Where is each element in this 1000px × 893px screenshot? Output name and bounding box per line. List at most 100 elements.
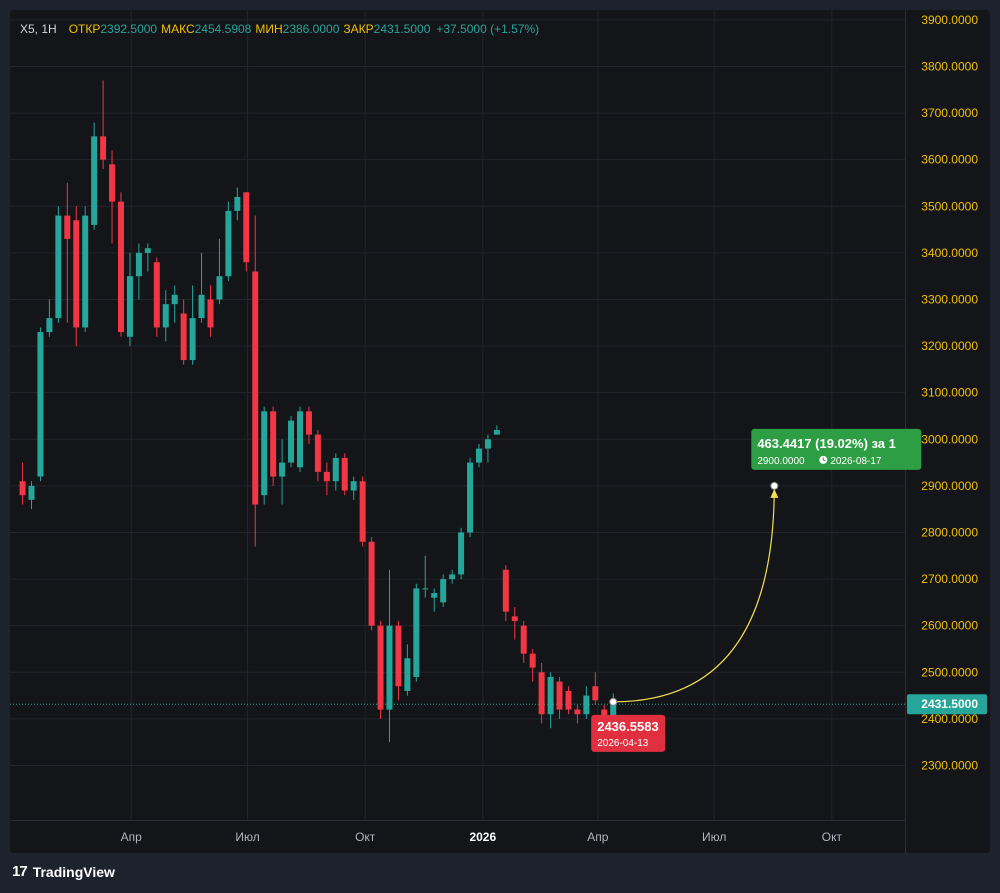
candle[interactable]	[368, 537, 375, 631]
candle[interactable]	[305, 406, 312, 444]
forecast-curve	[613, 485, 775, 703]
candle[interactable]	[296, 406, 303, 472]
candlestick-chart[interactable]: 2436.5583 2026-04-13 463.4417 (19.02%) за …	[10, 10, 990, 853]
time-axis[interactable]: Апр Июл Окт 2026 Апр Июл Окт	[121, 830, 843, 844]
candle[interactable]	[216, 238, 223, 305]
candle-body	[162, 304, 169, 328]
candle[interactable]	[189, 285, 196, 365]
candle[interactable]	[171, 285, 178, 323]
candle[interactable]	[46, 299, 53, 337]
candle[interactable]	[144, 243, 151, 272]
candle[interactable]	[332, 453, 339, 491]
candle[interactable]	[547, 672, 554, 729]
candle[interactable]	[109, 150, 116, 244]
price-tick-label: 2400.0000	[921, 712, 978, 726]
candle[interactable]	[100, 80, 107, 169]
candle[interactable]	[395, 621, 402, 701]
candle[interactable]	[234, 187, 241, 221]
candle[interactable]	[19, 462, 26, 505]
candle[interactable]	[386, 569, 393, 743]
candle[interactable]	[314, 429, 321, 482]
candle[interactable]	[467, 457, 474, 538]
price-axis[interactable]: 3900.0000 3800.0000 3700.0000 3600.0000 3500…	[921, 13, 978, 773]
candle-body	[350, 481, 357, 491]
candle[interactable]	[153, 257, 160, 337]
candle[interactable]	[502, 565, 509, 622]
candle-body	[64, 215, 71, 239]
candle[interactable]	[323, 462, 330, 496]
candle-body	[359, 481, 366, 542]
candle-body	[323, 471, 330, 482]
candle[interactable]	[377, 621, 384, 719]
candle[interactable]	[55, 206, 62, 323]
candle[interactable]	[493, 425, 500, 435]
candle[interactable]	[404, 644, 411, 696]
candle[interactable]	[556, 676, 563, 719]
candle-body	[467, 462, 474, 533]
candle[interactable]	[261, 406, 268, 505]
candle[interactable]	[359, 476, 366, 547]
candle[interactable]	[583, 686, 590, 719]
candle[interactable]	[198, 252, 205, 323]
time-tick-label: Июл	[702, 830, 726, 844]
forecast-drawing[interactable]: 2436.5583 2026-04-13 463.4417 (19.02%) за …	[591, 428, 922, 752]
forecast-arrow-icon	[770, 488, 779, 498]
candle[interactable]	[279, 439, 286, 505]
tradingview-logo[interactable]: 17 TradingView	[12, 863, 115, 880]
candle[interactable]	[243, 192, 250, 272]
candle[interactable]	[484, 434, 491, 463]
candle[interactable]	[413, 583, 420, 682]
candle[interactable]	[28, 481, 35, 510]
candle[interactable]	[350, 476, 357, 500]
candle[interactable]	[118, 192, 125, 337]
candle[interactable]	[458, 527, 465, 580]
candle[interactable]	[592, 672, 599, 705]
open-label: ОТКР	[68, 22, 101, 36]
ohlc-legend: X5, 1H ОТКР2392.5000 МАКС2454.5908 МИН2386.…	[20, 22, 539, 36]
price-tick-label: 3700.0000	[921, 106, 978, 120]
candle[interactable]	[180, 299, 187, 365]
candle[interactable]	[422, 555, 429, 598]
candle[interactable]	[135, 243, 142, 300]
candle[interactable]	[431, 588, 438, 612]
chart-pane[interactable]: 2436.5583 2026-04-13 463.4417 (19.02%) за …	[10, 10, 990, 853]
candle-body	[180, 313, 187, 361]
forecast-end-box	[751, 428, 922, 470]
candle[interactable]	[341, 453, 348, 496]
candle-body	[583, 695, 590, 715]
candle[interactable]	[440, 574, 447, 608]
candle-body	[422, 588, 429, 590]
candle[interactable]	[225, 201, 232, 281]
candle[interactable]	[529, 648, 536, 682]
candle-body	[261, 411, 268, 496]
candle[interactable]	[64, 182, 71, 323]
candle[interactable]	[538, 662, 545, 724]
candle[interactable]	[270, 406, 277, 486]
candle[interactable]	[82, 206, 89, 333]
candle[interactable]	[252, 215, 259, 547]
candle-body	[82, 215, 89, 328]
candle-body	[126, 276, 133, 337]
candle[interactable]	[520, 621, 527, 663]
candle[interactable]	[511, 607, 518, 640]
candle[interactable]	[162, 290, 169, 342]
candle[interactable]	[449, 569, 456, 584]
candle[interactable]	[126, 252, 133, 347]
candle[interactable]	[207, 285, 214, 337]
candle[interactable]	[288, 415, 295, 468]
symbol-label[interactable]: X5, 1H	[20, 22, 57, 36]
candle-body	[502, 569, 509, 612]
candle[interactable]	[565, 686, 572, 715]
candle[interactable]	[475, 443, 482, 468]
forecast-start-date: 2026-04-13	[597, 738, 649, 749]
time-tick-label: Апр	[587, 830, 609, 844]
last-price-tag-box	[907, 694, 987, 715]
close-value: 2431.5000	[373, 22, 431, 36]
candle-body	[73, 220, 80, 328]
candle[interactable]	[574, 704, 581, 724]
candle[interactable]	[91, 122, 98, 230]
candle-body	[449, 574, 456, 580]
candle[interactable]	[73, 206, 80, 347]
candle[interactable]	[37, 327, 44, 482]
